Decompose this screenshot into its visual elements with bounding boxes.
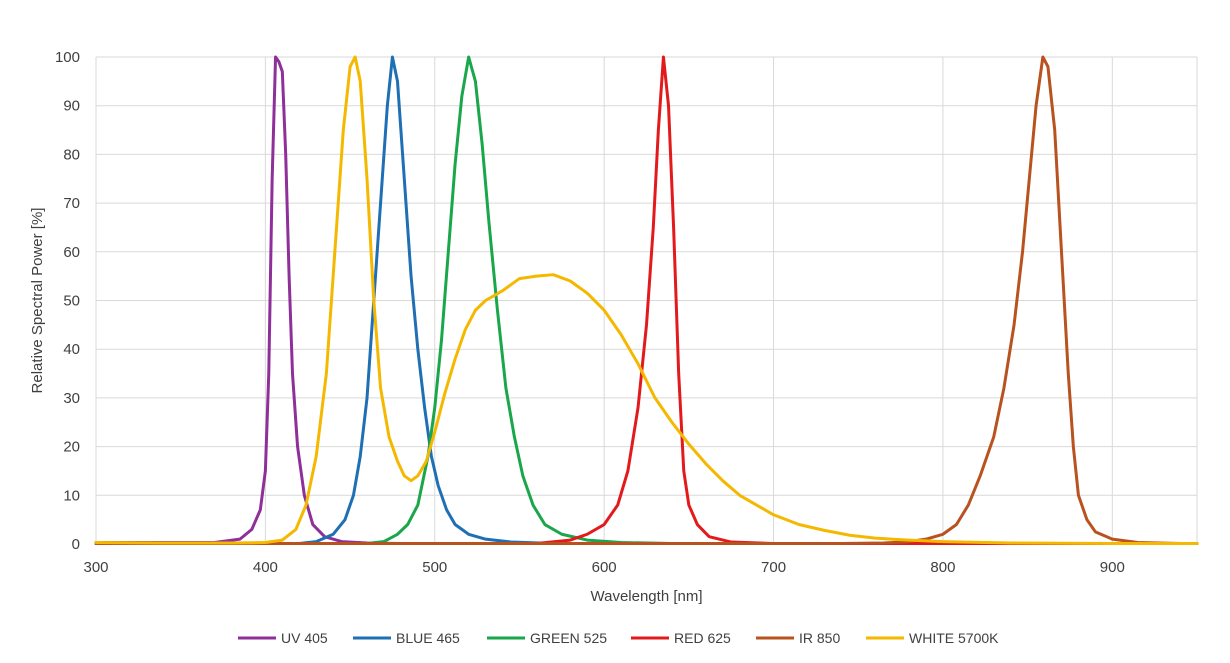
y-tick-label: 100 [55,49,80,66]
y-tick-label: 60 [63,244,80,261]
legend-label-3: RED 625 [674,630,731,646]
series-line-1 [94,55,1199,546]
y-axis-title: Relative Spectral Power [%] [29,208,46,394]
y-tick-label: 10 [63,487,80,504]
x-tick-label: 700 [761,559,786,576]
x-tick-label: 500 [422,559,447,576]
x-tick-label: 400 [253,559,278,576]
y-tick-label: 40 [63,341,80,358]
y-tick-label: 50 [63,293,80,310]
series-line-0 [94,55,1199,546]
legend: UV 405 BLUE 465 GREEN 525 RED 625 IR 850 WHIT… [238,630,999,646]
series-lines [94,55,1199,546]
tick-labels: 0 10 20 30 40 50 60 70 80 90 100 300 400 500 600 700 800… [55,49,1125,576]
x-tick-label: 900 [1100,559,1125,576]
series-line-4 [94,55,1199,546]
legend-label-5: WHITE 5700K [909,630,999,646]
legend-label-4: IR 850 [799,630,840,646]
y-tick-label: 20 [63,439,80,456]
y-tick-label: 80 [63,146,80,163]
legend-label-2: GREEN 525 [530,630,607,646]
legend-label-0: UV 405 [281,630,328,646]
x-tick-label: 800 [930,559,955,576]
x-tick-label: 600 [592,559,617,576]
grid-lines [95,56,1198,544]
y-tick-label: 30 [63,390,80,407]
series-line-2 [94,55,1199,546]
y-tick-label: 90 [63,98,80,115]
series-line-5 [94,55,1199,546]
y-tick-label: 70 [63,195,80,212]
legend-label-1: BLUE 465 [396,630,460,646]
x-tick-label: 300 [83,559,108,576]
x-axis-title: Wavelength [nm] [591,588,703,605]
y-tick-label: 0 [72,536,80,553]
series-line-3 [94,55,1199,546]
